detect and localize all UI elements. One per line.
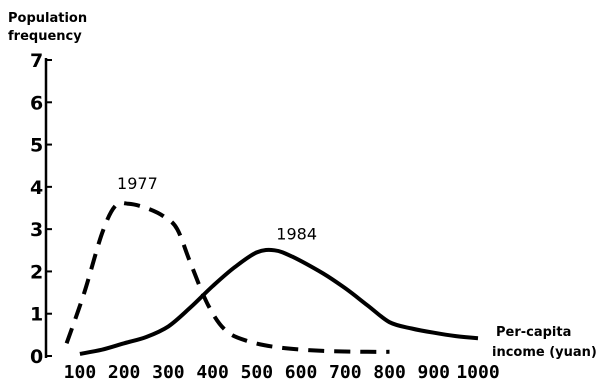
x-tick-label: 1000 xyxy=(456,362,499,383)
x-tick-label: 400 xyxy=(196,362,229,383)
x-tick-label: 200 xyxy=(108,362,141,383)
y-axis-label: Population frequency xyxy=(8,11,87,44)
y-tick-label: 2 xyxy=(30,261,43,283)
x-axis-label-line-2: income (yuan) xyxy=(492,345,597,360)
series-line-1984 xyxy=(79,247,479,356)
y-tick-label: 1 xyxy=(30,304,43,326)
series-layer xyxy=(64,200,479,356)
y-axis-label-line-2: frequency xyxy=(8,29,82,44)
y-tick-group: 0 1 2 3 4 5 6 7 xyxy=(30,50,52,368)
y-tick-label: 4 xyxy=(30,177,43,199)
y-tick-label: 7 xyxy=(30,50,43,72)
y-tick-label: 3 xyxy=(30,219,43,241)
series-line-1977 xyxy=(64,200,390,354)
y-tick-label: 6 xyxy=(30,92,43,114)
x-tick-group: 100 200 300 400 500 600 700 800 900 1000 xyxy=(64,362,500,383)
series-annotation-1984: 1984 xyxy=(276,225,317,244)
y-axis-label-line-1: Population xyxy=(8,11,87,26)
y-tick-label: 5 xyxy=(30,135,43,157)
x-axis-label: Per-capita income (yuan) xyxy=(492,325,597,360)
series-annotation-1977: 1977 xyxy=(117,174,158,193)
x-tick-label: 800 xyxy=(373,362,406,383)
x-tick-label: 500 xyxy=(241,362,274,383)
x-tick-label: 100 xyxy=(64,362,97,383)
x-tick-label: 600 xyxy=(285,362,318,383)
y-tick-label: 0 xyxy=(30,346,43,368)
annotation-layer: 1977 1984 xyxy=(117,174,317,244)
x-axis-label-line-1: Per-capita xyxy=(496,325,571,340)
x-tick-label: 700 xyxy=(329,362,362,383)
x-tick-label: 900 xyxy=(418,362,451,383)
x-tick-label: 300 xyxy=(152,362,185,383)
